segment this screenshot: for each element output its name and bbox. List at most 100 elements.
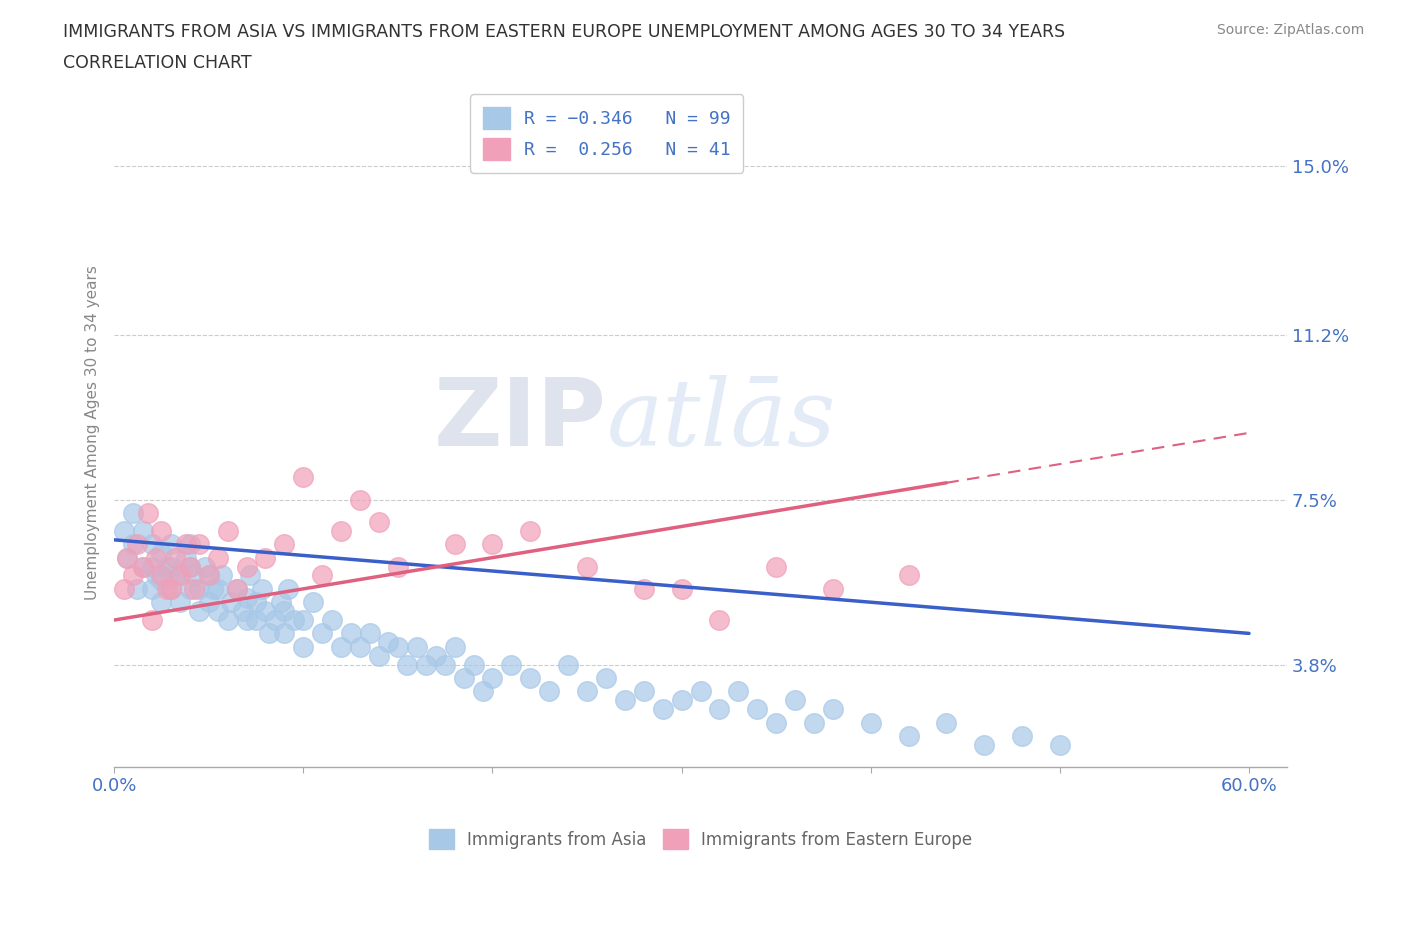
Point <box>443 639 465 654</box>
Point <box>311 568 333 583</box>
Point <box>783 693 806 708</box>
Point <box>709 613 731 628</box>
Point <box>122 537 145 551</box>
Point <box>443 537 465 551</box>
Point <box>311 626 333 641</box>
Point <box>359 626 381 641</box>
Point <box>633 684 655 698</box>
Point <box>226 581 249 596</box>
Point <box>150 568 173 583</box>
Point <box>425 648 447 663</box>
Point <box>156 559 179 574</box>
Point <box>1011 728 1033 743</box>
Point <box>207 551 229 565</box>
Point <box>434 658 457 672</box>
Point <box>254 604 277 618</box>
Point <box>239 568 262 583</box>
Point <box>330 639 353 654</box>
Point <box>321 613 343 628</box>
Point <box>141 613 163 628</box>
Point <box>292 639 315 654</box>
Point <box>188 581 211 596</box>
Point <box>897 568 920 583</box>
Point <box>183 581 205 596</box>
Point <box>472 684 495 698</box>
Point <box>174 551 197 565</box>
Point <box>188 537 211 551</box>
Point <box>150 573 173 588</box>
Point <box>973 737 995 752</box>
Legend: Immigrants from Asia, Immigrants from Eastern Europe: Immigrants from Asia, Immigrants from Ea… <box>422 822 979 856</box>
Point <box>125 581 148 596</box>
Point <box>201 581 224 596</box>
Point <box>368 514 391 529</box>
Point <box>254 551 277 565</box>
Point <box>747 702 769 717</box>
Point <box>145 568 167 583</box>
Point <box>519 524 541 538</box>
Text: IMMIGRANTS FROM ASIA VS IMMIGRANTS FROM EASTERN EUROPE UNEMPLOYMENT AMONG AGES 3: IMMIGRANTS FROM ASIA VS IMMIGRANTS FROM … <box>63 23 1066 41</box>
Point <box>112 581 135 596</box>
Point <box>396 658 419 672</box>
Point <box>136 506 159 521</box>
Point <box>481 537 503 551</box>
Point <box>160 537 183 551</box>
Point <box>174 537 197 551</box>
Point <box>163 568 186 583</box>
Y-axis label: Unemployment Among Ages 30 to 34 years: Unemployment Among Ages 30 to 34 years <box>86 265 100 601</box>
Point <box>169 568 191 583</box>
Point <box>141 559 163 574</box>
Point <box>1049 737 1071 752</box>
Point <box>245 613 267 628</box>
Text: Source: ZipAtlas.com: Source: ZipAtlas.com <box>1216 23 1364 37</box>
Point <box>179 581 201 596</box>
Point <box>557 658 579 672</box>
Point <box>481 671 503 685</box>
Point <box>689 684 711 698</box>
Point <box>264 613 287 628</box>
Point <box>270 595 292 610</box>
Point <box>183 568 205 583</box>
Point <box>765 559 787 574</box>
Point <box>803 715 825 730</box>
Point <box>538 684 561 698</box>
Point <box>576 684 599 698</box>
Point <box>415 658 437 672</box>
Point <box>576 559 599 574</box>
Point <box>368 648 391 663</box>
Point <box>519 671 541 685</box>
Point <box>283 613 305 628</box>
Point <box>250 581 273 596</box>
Point <box>292 470 315 485</box>
Point <box>273 604 295 618</box>
Point <box>339 626 361 641</box>
Point <box>709 702 731 717</box>
Point <box>935 715 957 730</box>
Point <box>150 546 173 561</box>
Text: ZIP: ZIP <box>434 374 607 466</box>
Point <box>232 604 254 618</box>
Point <box>117 551 139 565</box>
Point <box>150 524 173 538</box>
Point <box>301 595 323 610</box>
Point <box>727 684 749 698</box>
Point <box>387 639 409 654</box>
Point <box>226 581 249 596</box>
Point <box>197 568 219 583</box>
Point <box>235 613 257 628</box>
Point <box>131 524 153 538</box>
Point <box>595 671 617 685</box>
Point <box>349 639 371 654</box>
Point <box>156 581 179 596</box>
Point <box>211 568 233 583</box>
Point <box>122 568 145 583</box>
Point <box>671 581 693 596</box>
Text: CORRELATION CHART: CORRELATION CHART <box>63 54 252 72</box>
Point <box>671 693 693 708</box>
Point <box>765 715 787 730</box>
Point <box>122 506 145 521</box>
Point <box>188 604 211 618</box>
Point <box>207 604 229 618</box>
Point <box>112 524 135 538</box>
Point <box>131 559 153 574</box>
